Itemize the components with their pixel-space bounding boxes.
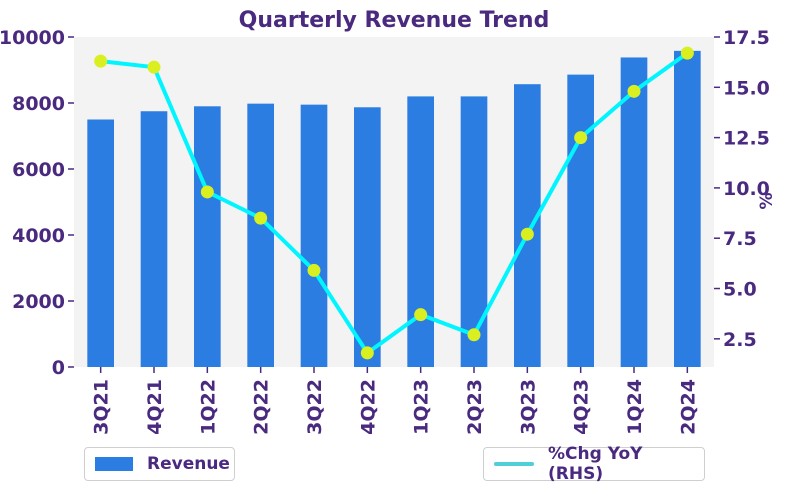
- bar-2Q22: [247, 103, 274, 367]
- yoy-point-4Q23: [574, 131, 588, 145]
- left-tick-label-4000: 4000: [12, 225, 65, 247]
- bar-2Q24: [674, 50, 701, 368]
- x-tick-label-4Q22: 4Q22: [357, 379, 379, 435]
- legend-revenue: Revenue: [84, 447, 235, 481]
- left-tick-label-2000: 2000: [12, 291, 65, 313]
- x-tick-label-1Q24: 1Q24: [624, 379, 646, 435]
- right-tick-label-15: 15.0: [723, 77, 770, 99]
- x-tick-label-3Q23: 3Q23: [517, 379, 539, 435]
- bar-4Q21: [140, 111, 168, 367]
- legend-revenue-label: Revenue: [147, 454, 230, 474]
- x-tick-label-2Q22: 2Q22: [251, 379, 273, 435]
- yoy-point-2Q22: [254, 211, 268, 225]
- x-tick-label-2Q24: 2Q24: [677, 379, 699, 435]
- yoy-point-3Q21: [94, 54, 108, 68]
- x-tick-label-3Q21: 3Q21: [91, 379, 113, 435]
- plot-background: [74, 37, 714, 367]
- left-tick-label-0: 0: [52, 357, 65, 379]
- yoy-point-4Q21: [147, 60, 161, 74]
- legend-line-swatch: [494, 462, 534, 466]
- bar-3Q22: [300, 104, 328, 368]
- yoy-line: [98, 51, 690, 355]
- yoy-point-1Q22: [200, 185, 214, 199]
- x-tick-label-1Q22: 1Q22: [197, 379, 219, 435]
- right-tick-label-7.5: 7.5: [723, 228, 757, 250]
- x-tick-label-1Q23: 1Q23: [411, 379, 433, 435]
- yoy-point-1Q23: [414, 308, 428, 322]
- bar-1Q22: [194, 106, 221, 368]
- yoy-point-2Q24: [680, 46, 694, 60]
- yoy-point-3Q22: [307, 263, 321, 277]
- right-tick-label-12.5: 12.5: [723, 128, 770, 150]
- yoy-point-4Q22: [360, 346, 374, 360]
- right-tick-label-2.5: 2.5: [723, 329, 757, 351]
- legend-yoy: %Chg YoY (RHS): [483, 444, 705, 484]
- left-tick-label-10000: 10000: [0, 27, 65, 49]
- bar-2Q23: [460, 96, 488, 368]
- bar-3Q23: [514, 84, 541, 367]
- yoy-point-3Q23: [520, 227, 534, 241]
- x-tick-label-4Q23: 4Q23: [571, 379, 593, 435]
- bar-1Q23: [407, 96, 434, 368]
- legend-bar-swatch: [95, 457, 133, 471]
- bar-4Q23: [567, 74, 594, 368]
- right-axis-label: %: [757, 192, 777, 209]
- x-tick-label-3Q22: 3Q22: [304, 379, 326, 435]
- line-series-yoy: [94, 46, 694, 360]
- bar-series-revenue: [87, 50, 701, 368]
- bar-3Q21: [87, 119, 114, 367]
- left-tick-label-6000: 6000: [12, 159, 65, 181]
- x-tick-label-4Q21: 4Q21: [144, 379, 166, 435]
- right-tick-label-10: 10.0: [723, 178, 770, 200]
- left-axis: 0 2000 4000 6000 8000 10000: [0, 27, 74, 379]
- right-axis: 2.5 5.0 7.5 10.0 12.5 15.0 17.5: [714, 27, 770, 351]
- bar-1Q24: [620, 57, 648, 368]
- x-axis: 3Q21 4Q21 1Q22 2Q22 3Q22 4Q22 1Q23 2Q23 3Q23 4Q23…: [91, 367, 699, 435]
- x-tick-label-2Q23: 2Q23: [464, 379, 486, 435]
- yoy-point-1Q24: [627, 84, 641, 98]
- yoy-point-2Q23: [467, 328, 481, 342]
- left-tick-label-8000: 8000: [12, 93, 65, 115]
- right-tick-label-17.5: 17.5: [723, 27, 770, 49]
- bar-4Q22: [354, 107, 381, 367]
- chart-title: Quarterly Revenue Trend: [239, 8, 550, 33]
- legend-yoy-label: %Chg YoY (RHS): [548, 444, 643, 484]
- right-tick-label-5: 5.0: [723, 279, 757, 301]
